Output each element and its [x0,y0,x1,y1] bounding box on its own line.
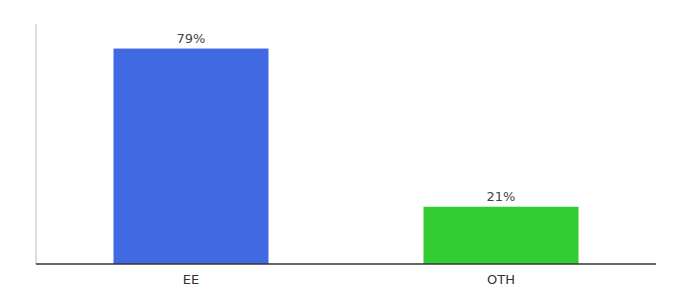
data-label: 21% [487,189,516,204]
data-label: 79% [177,31,206,46]
y-axis-line [36,24,37,264]
bar [114,49,269,264]
plot-area: EE OTH 79% 21% [36,24,656,287]
chart-svg: EE OTH 79% 21% [0,0,680,300]
x-tick-label: OTH [487,272,515,287]
x-axis-line [36,263,656,265]
bar [424,207,579,264]
chart-container: EE OTH 79% 21% [0,0,680,300]
x-tick-label: EE [183,272,199,287]
bars [114,49,579,264]
